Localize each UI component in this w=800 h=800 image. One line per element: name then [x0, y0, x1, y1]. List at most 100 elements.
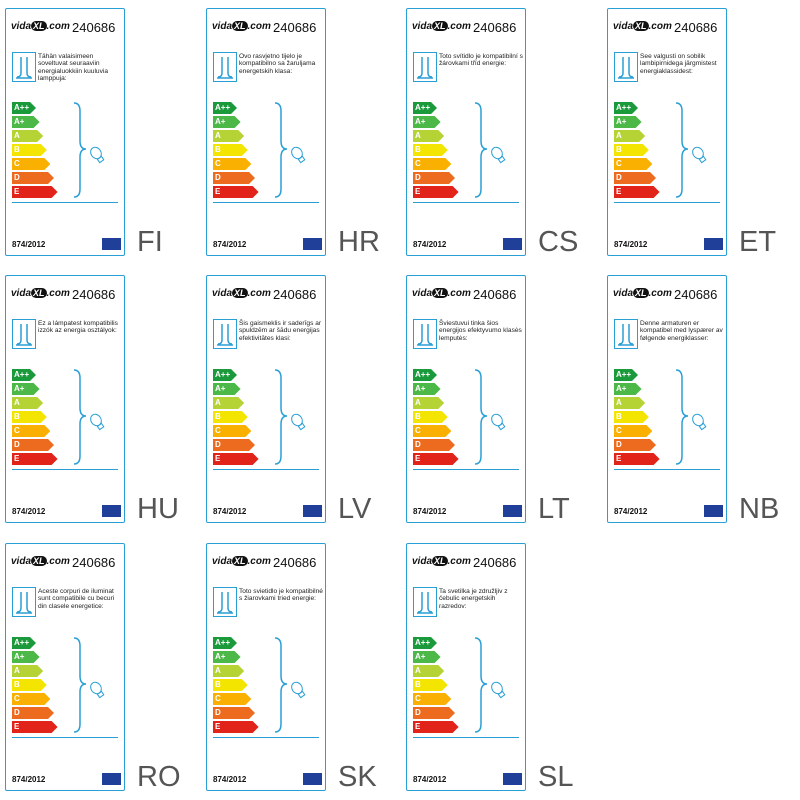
energy-class: D [213, 172, 255, 184]
regulation: 874/2012 [413, 240, 447, 249]
energy-class: A+ [12, 651, 40, 663]
brand-logo: vida XL .com [11, 21, 70, 32]
energy-class: D [12, 439, 54, 451]
brace [273, 636, 313, 741]
brace-svg [675, 102, 707, 198]
brand-logo: vida XL .com [412, 556, 471, 567]
energy-class: B [12, 679, 47, 691]
separator [12, 202, 118, 203]
regulation: 874/2012 [213, 775, 247, 784]
lamp-icon [12, 587, 36, 617]
brace [273, 101, 313, 206]
label-text: Ta svetilka je združljiv z čebulic energ… [439, 588, 508, 610]
product-number: 240686 [72, 20, 116, 35]
logo-mark: XL [232, 556, 248, 566]
language-code: CS [538, 226, 579, 258]
energy-class: C [213, 425, 251, 437]
lamp-icon [213, 319, 237, 349]
lamp-svg [217, 592, 233, 614]
energy-class: A [12, 130, 43, 142]
energy-class: E [413, 721, 459, 733]
energy-class: A++ [213, 369, 237, 381]
separator [614, 202, 720, 203]
energy-class: D [213, 707, 255, 719]
energy-class: E [12, 721, 58, 733]
language-code: LT [538, 493, 570, 525]
energy-class: A+ [213, 651, 241, 663]
energy-class: B [12, 144, 47, 156]
energy-class: C [413, 425, 451, 437]
logo-mark: XL [432, 21, 448, 31]
energy-class: E [213, 721, 259, 733]
regulation: 874/2012 [12, 775, 46, 784]
logo-suffix: .com [247, 556, 271, 567]
lamp-icon [413, 587, 437, 617]
energy-class: C [614, 425, 652, 437]
lamp-icon [614, 319, 638, 349]
product-number: 240686 [473, 287, 517, 302]
brace-svg [73, 369, 105, 465]
energy-class: A+ [12, 116, 40, 128]
separator [213, 202, 319, 203]
brace-svg [274, 637, 306, 733]
logo-suffix: .com [447, 556, 471, 567]
brace-svg [474, 637, 506, 733]
energy-class: B [213, 411, 248, 423]
brand-logo: vida XL .com [212, 288, 271, 299]
brand-logo: vida XL .com [613, 288, 672, 299]
lamp-svg [217, 57, 233, 79]
energy-class: B [614, 411, 649, 423]
energy-class: E [413, 186, 459, 198]
logo-prefix: vida [412, 288, 433, 299]
label-text: Toto svietidlo je kompatibilné s žiarovk… [239, 588, 323, 603]
separator [413, 469, 519, 470]
lamp-icon [213, 587, 237, 617]
energy-class: A++ [12, 102, 36, 114]
logo-prefix: vida [11, 288, 32, 299]
logo-suffix: .com [447, 21, 471, 32]
logo-mark: XL [31, 556, 47, 566]
separator [413, 737, 519, 738]
energy-class: C [12, 158, 50, 170]
energy-class: A [12, 665, 43, 677]
lamp-icon [213, 52, 237, 82]
energy-class: B [413, 411, 448, 423]
product-number: 240686 [473, 555, 517, 570]
energy-class: A [213, 397, 244, 409]
brace [473, 636, 513, 741]
logo-prefix: vida [613, 21, 634, 32]
language-code: SK [338, 761, 377, 793]
energy-label: vida XL .com 240686 Toto svietidlo je kompat… [206, 543, 326, 791]
brand-logo: vida XL .com [11, 556, 70, 567]
eu-flag [102, 773, 121, 785]
energy-class: A+ [413, 383, 441, 395]
energy-class: A [614, 130, 645, 142]
logo-suffix: .com [648, 21, 672, 32]
label-text: Ovo rasvjetno tijelo je kompatibilno sa … [239, 53, 316, 75]
energy-class: A [413, 130, 444, 142]
lamp-svg [16, 324, 32, 346]
logo-mark: XL [31, 288, 47, 298]
language-code: HU [137, 493, 179, 525]
language-code: SL [538, 761, 574, 793]
label-text: Šis gaismeklis ir saderīgs ar spuldzēm a… [239, 320, 322, 342]
lamp-svg [16, 57, 32, 79]
energy-class: A+ [213, 116, 241, 128]
energy-class: D [614, 172, 656, 184]
lamp-svg [618, 57, 634, 79]
eu-flag [303, 238, 322, 250]
label-text: Tähän valaisimeen soveltuvat seuraaviin … [38, 53, 109, 83]
energy-class: A++ [213, 637, 237, 649]
brace [72, 101, 112, 206]
label-text: Aceste corpuri de iluminat sunt compatib… [38, 588, 115, 610]
regulation: 874/2012 [12, 240, 46, 249]
lamp-svg [417, 57, 433, 79]
energy-label: vida XL .com 240686 Šviestuvui tinka šios en… [406, 275, 526, 523]
energy-class: A [413, 665, 444, 677]
energy-class: A [614, 397, 645, 409]
energy-class: A+ [12, 383, 40, 395]
energy-class: A++ [413, 102, 437, 114]
brace [473, 101, 513, 206]
product-number: 240686 [72, 287, 116, 302]
energy-class: E [213, 186, 259, 198]
